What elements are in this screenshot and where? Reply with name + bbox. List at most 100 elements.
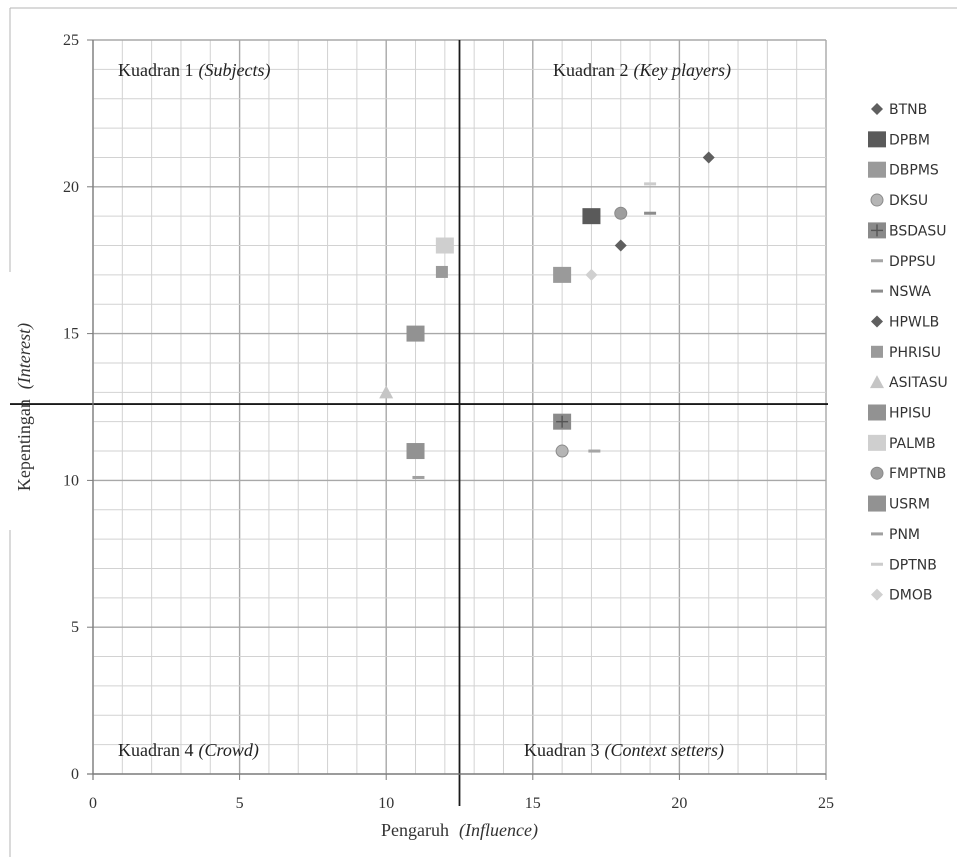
legend-item-dppsu: DPPSU (871, 254, 936, 270)
x-tick-label: 0 (89, 795, 97, 812)
point-dppsu (588, 449, 601, 453)
legend-item-usrm-label: USRM (889, 497, 930, 513)
quadrant-3-label: Kuadran 3 (Context setters) (524, 740, 724, 761)
x-tick-label: 10 (378, 795, 394, 812)
legend-item-dksu-marker (870, 193, 884, 207)
legend-item-hpisu-marker (868, 404, 886, 421)
point-hpisu-shape (406, 325, 425, 342)
legend-item-nswa-label: NSWA (889, 284, 931, 300)
legend-item-dpbm: DPBM (868, 131, 930, 148)
legend-item-dmob-label: DMOB (889, 588, 932, 604)
legend-item-nswa-marker (871, 289, 883, 293)
point-dpbm-shape (582, 208, 601, 225)
point-dpbm (582, 208, 601, 225)
quadrant-2-name: Kuadran 2 (553, 60, 628, 80)
y-tick-label: 15 (63, 326, 79, 343)
legend-item-btnb-label: BTNB (889, 102, 927, 118)
point-pnm (412, 475, 425, 479)
legend-item-btnb-marker (871, 103, 883, 115)
point-palmb (435, 237, 454, 254)
legend-item-palmb-label: PALMB (889, 436, 936, 452)
legend-item-dbpms-label: DBPMS (889, 163, 939, 179)
legend-item-dppsu-marker-shape (871, 259, 883, 263)
y-tick-label: 20 (63, 179, 79, 196)
point-dppsu-shape (588, 449, 601, 453)
point-usrm-shape (406, 443, 425, 460)
legend-item-palmb: PALMB (868, 434, 936, 452)
axes: 0 5 10 15 20 25 0 5 10 15 20 25 (63, 32, 834, 812)
quadrant-3-desc: Context setters (610, 740, 717, 760)
legend-item-dksu: DKSU (870, 193, 928, 209)
quadrant-dividers (10, 40, 828, 806)
legend-item-asitasu-marker (870, 375, 884, 389)
legend-item-hpisu-label: HPISU (889, 406, 931, 422)
legend-item-phrisu-label: PHRISU (889, 345, 941, 361)
point-hpwlb-shape (614, 239, 627, 252)
point-phrisu (435, 265, 448, 278)
legend-item-dppsu-marker (871, 259, 883, 263)
y-axis-title-main: Kepentingan (14, 399, 34, 491)
point-dptnb-shape (644, 182, 657, 186)
legend-item-pnm-marker-shape (871, 532, 883, 536)
legend-item-usrm-marker-shape (868, 495, 886, 512)
legend-item-palmb-marker-shape (868, 434, 886, 451)
x-axis-title: Pengaruh (Influence) (381, 820, 538, 841)
grid (92, 39, 827, 775)
y-axis-title: Kepentingan(Interest) (14, 323, 35, 491)
legend-item-nswa: NSWA (871, 284, 931, 300)
legend-item-pnm: PNM (871, 527, 920, 543)
legend-item-hpisu-marker-shape (868, 404, 886, 421)
legend-item-pnm-marker (871, 532, 883, 536)
point-fmptnb-shape (614, 206, 628, 220)
point-dmob (585, 268, 598, 281)
legend-item-dptnb: DPTNB (871, 557, 937, 573)
x-axis-title-main: Pengaruh (381, 820, 449, 840)
x-tick-label: 25 (818, 795, 834, 812)
data-points (379, 151, 715, 479)
legend-item-dksu-marker-shape (870, 193, 884, 207)
legend-item-fmptnb: FMPTNB (870, 466, 946, 482)
legend-item-dpbm-marker-shape (868, 131, 886, 148)
legend-item-nswa-marker-shape (871, 289, 883, 293)
y-tick-label: 0 (71, 766, 79, 783)
point-nswa (644, 211, 657, 215)
legend-item-fmptnb-marker-shape (870, 466, 884, 480)
legend-item-dpbm-label: DPBM (889, 132, 930, 148)
legend-item-phrisu-marker-shape (871, 345, 883, 358)
y-axis-title-italic: Interest (14, 328, 34, 384)
point-dptnb (644, 182, 657, 186)
legend-item-hpwlb: HPWLB (871, 314, 939, 330)
point-hpisu (406, 325, 425, 342)
legend-item-hpwlb-label: HPWLB (889, 314, 939, 330)
quadrant-4-label: Kuadran 4 (Crowd) (118, 740, 259, 761)
point-pnm-shape (412, 475, 425, 479)
legend-item-dptnb-marker-shape (871, 562, 883, 566)
legend-item-usrm: USRM (868, 495, 930, 513)
legend-item-dksu-label: DKSU (889, 193, 928, 209)
legend-item-hpwlb-marker (871, 315, 883, 328)
legend-item-bsdasu-marker (868, 222, 886, 239)
legend-item-dpbm-marker (868, 131, 886, 148)
point-dksu (555, 444, 569, 458)
legend-item-hpwlb-marker-shape (871, 315, 883, 328)
legend-item-dbpms: DBPMS (868, 161, 939, 179)
quadrant-1-label: Kuadran 1 (Subjects) (118, 60, 270, 81)
point-palmb-shape (435, 237, 454, 254)
point-nswa-shape (644, 211, 657, 215)
legend-item-asitasu: ASITASU (870, 375, 948, 391)
legend-item-dmob-marker-shape (871, 588, 883, 601)
point-asitasu-shape (379, 385, 394, 399)
legend-item-dmob-marker (871, 588, 883, 601)
legend-item-btnb-marker-shape (871, 103, 883, 115)
x-tick-label: 5 (236, 795, 244, 812)
legend-item-hpisu: HPISU (868, 404, 931, 422)
legend-item-bsdasu: BSDASU (868, 222, 947, 239)
legend-item-asitasu-marker-shape (870, 375, 884, 389)
legend-item-dptnb-label: DPTNB (889, 557, 937, 573)
quadrant-1-name: Kuadran 1 (118, 60, 193, 80)
quadrant-4-desc: Crowd (204, 740, 253, 760)
legend-item-fmptnb-label: FMPTNB (889, 466, 946, 482)
legend-item-palmb-marker (868, 434, 886, 451)
